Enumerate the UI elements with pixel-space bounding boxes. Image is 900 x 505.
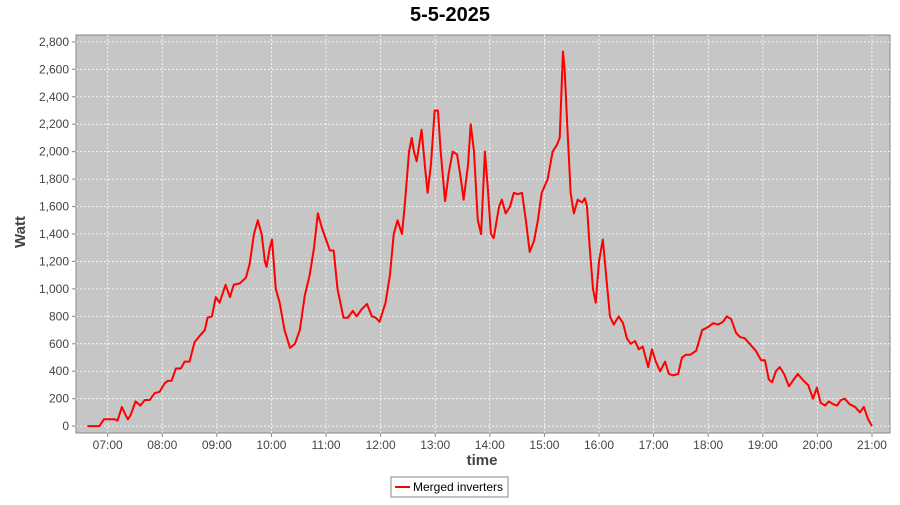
y-tick-label: 2,200 <box>39 117 69 131</box>
x-tick-label: 15:00 <box>529 438 559 452</box>
y-tick-label: 2,600 <box>39 62 69 76</box>
x-tick-label: 19:00 <box>748 438 778 452</box>
x-tick-label: 11:00 <box>311 438 340 452</box>
x-tick-label: 16:00 <box>584 438 614 452</box>
x-tick-label: 12:00 <box>366 438 396 452</box>
x-tick-label: 13:00 <box>420 438 450 452</box>
y-tick-label: 1,600 <box>39 200 69 214</box>
x-tick-label: 14:00 <box>475 438 505 452</box>
plot-area <box>75 34 891 434</box>
y-tick-label: 200 <box>49 392 69 406</box>
y-tick-label: 400 <box>49 364 69 378</box>
y-tick-label: 2,000 <box>39 145 69 159</box>
x-tick-label: 09:00 <box>202 438 232 452</box>
y-tick-label: 1,200 <box>39 254 69 268</box>
y-tick-label: 0 <box>62 419 69 433</box>
legend <box>390 476 509 498</box>
legend-label: Merged inverters <box>413 480 503 494</box>
chart-title: 5-5-2025 <box>410 4 490 26</box>
y-tick-label: 1,000 <box>39 282 69 296</box>
y-tick-label: 2,400 <box>39 90 69 104</box>
x-tick-label: 10:00 <box>256 438 286 452</box>
y-tick-label: 1,400 <box>39 227 69 241</box>
x-axis-label: time <box>467 452 498 469</box>
x-tick-label: 21:00 <box>857 438 887 452</box>
x-tick-label: 07:00 <box>93 438 123 452</box>
x-tick-label: 18:00 <box>693 438 723 452</box>
x-tick-label: 17:00 <box>639 438 669 452</box>
y-tick-label: 1,800 <box>39 172 69 186</box>
data-line <box>87 50 873 428</box>
y-tick-label: 2,800 <box>39 35 69 49</box>
x-tick-label: 08:00 <box>147 438 177 452</box>
y-axis-label: Watt <box>12 216 29 248</box>
x-tick-label: 20:00 <box>802 438 832 452</box>
y-tick-label: 800 <box>49 309 69 323</box>
y-tick-label: 600 <box>49 337 69 351</box>
